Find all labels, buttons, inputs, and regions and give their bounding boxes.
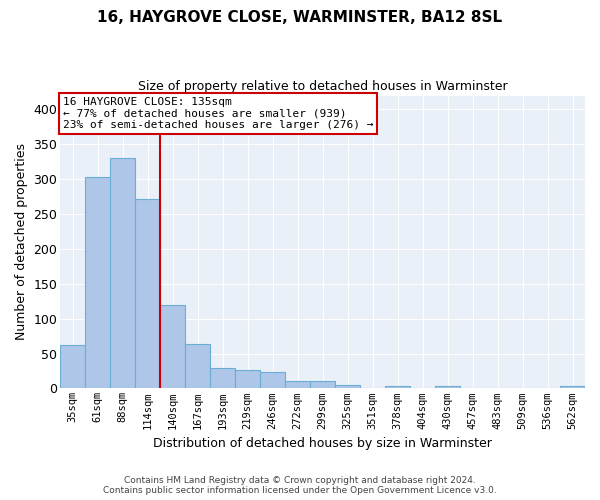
Bar (260, 372, 285, 388)
Bar (210, 368, 235, 388)
Y-axis label: Number of detached properties: Number of detached properties (15, 144, 28, 340)
Bar (285, 380, 310, 388)
Bar (160, 304, 185, 388)
Bar (385, 386, 410, 388)
Bar (85, 177, 110, 388)
Text: 16, HAYGROVE CLOSE, WARMINSTER, BA12 8SL: 16, HAYGROVE CLOSE, WARMINSTER, BA12 8SL (97, 10, 503, 25)
Bar (560, 386, 585, 388)
Bar (310, 380, 335, 388)
Bar (335, 385, 360, 388)
X-axis label: Distribution of detached houses by size in Warminster: Distribution of detached houses by size … (153, 437, 492, 450)
Bar (60, 345, 85, 389)
Bar (185, 344, 210, 389)
Bar (435, 386, 460, 388)
Text: Contains HM Land Registry data © Crown copyright and database right 2024.
Contai: Contains HM Land Registry data © Crown c… (103, 476, 497, 495)
Bar (110, 158, 135, 388)
Title: Size of property relative to detached houses in Warminster: Size of property relative to detached ho… (138, 80, 508, 93)
Bar (135, 198, 160, 388)
Bar (235, 370, 260, 388)
Text: 16 HAYGROVE CLOSE: 135sqm
← 77% of detached houses are smaller (939)
23% of semi: 16 HAYGROVE CLOSE: 135sqm ← 77% of detac… (63, 97, 373, 130)
